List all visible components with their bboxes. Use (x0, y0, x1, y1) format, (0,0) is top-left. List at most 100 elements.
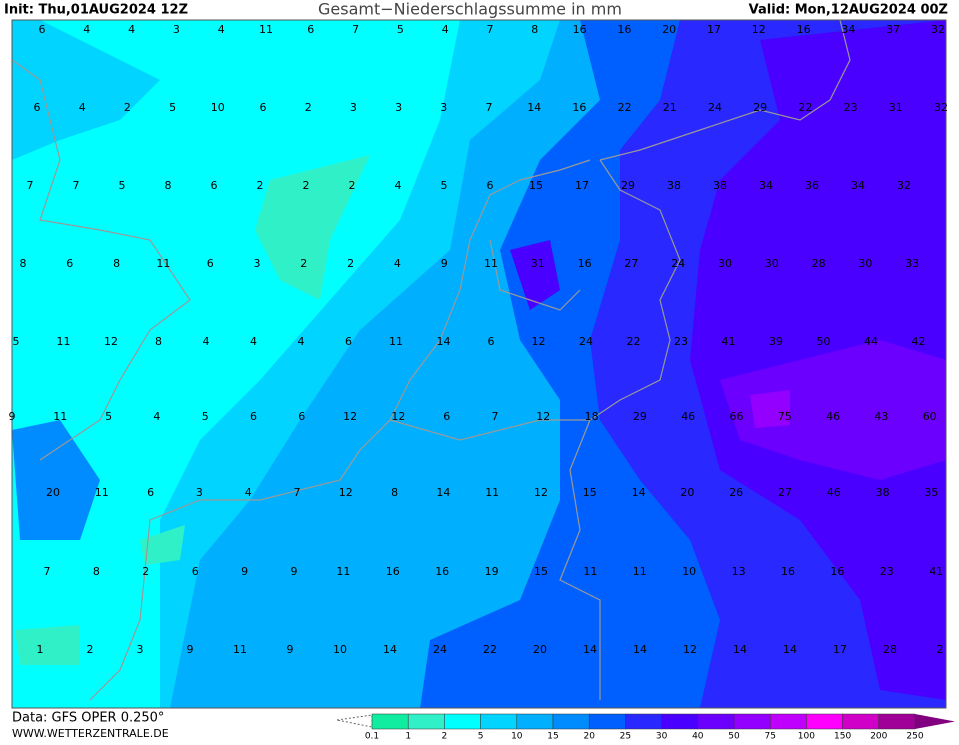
precip-value: 24 (579, 335, 593, 348)
precip-value: 7 (73, 179, 80, 192)
precip-value: 3 (254, 257, 261, 270)
precip-value: 6 (345, 335, 352, 348)
precip-value: 8 (113, 257, 120, 270)
legend-swatch (516, 713, 554, 730)
legend-swatch (842, 713, 880, 730)
precip-value: 5 (202, 410, 209, 423)
precip-value: 16 (830, 565, 844, 578)
precip-value: 14 (783, 643, 797, 656)
precip-value: 21 (663, 101, 677, 114)
legend-label: 0.1 (365, 732, 379, 742)
precip-value: 6 (487, 179, 494, 192)
precip-value: 31 (531, 257, 545, 270)
precip-value: 8 (391, 486, 398, 499)
precip-value: 8 (155, 335, 162, 348)
precip-value: 28 (812, 257, 826, 270)
legend-swatch (769, 713, 807, 730)
legend-label: 5 (478, 732, 484, 742)
precip-value: 38 (667, 179, 681, 192)
title: Gesamt−Niederschlagssumme in mm (318, 0, 622, 19)
precip-value: 5 (119, 179, 126, 192)
precip-value: 14 (632, 486, 646, 499)
map: 6 4 4 3 4 11 6 7 5 4 7 8 16 16 20 17 12 16 34 37 326 4 2 5 10 6 2 3… (9, 19, 948, 709)
precip-value: 22 (483, 643, 497, 656)
precip-value: 38 (876, 486, 890, 499)
precip-value: 12 (752, 23, 766, 36)
legend-label: 2 (442, 732, 448, 742)
precip-value: 23 (880, 565, 894, 578)
precip-value: 34 (759, 179, 773, 192)
legend-swatch (625, 713, 662, 730)
precip-value: 42 (912, 335, 926, 348)
precip-value: 8 (531, 23, 538, 36)
precip-value: 41 (722, 335, 736, 348)
legend-label: 100 (798, 732, 815, 742)
legend-arrow (915, 714, 955, 729)
precip-value: 3 (196, 486, 203, 499)
legend-swatch (444, 713, 481, 730)
precip-value: 12 (534, 486, 548, 499)
precip-value: 22 (618, 101, 632, 114)
precip-value: 6 (39, 23, 46, 36)
precip-value: 7 (487, 23, 494, 36)
field-zone (510, 240, 560, 310)
precip-value: 30 (718, 257, 732, 270)
precip-value: 4 (218, 23, 225, 36)
legend-label: 200 (870, 732, 887, 742)
map-frame (11, 19, 947, 709)
precip-value: 4 (203, 335, 210, 348)
precip-value: 75 (778, 410, 792, 423)
precip-value: 12 (339, 486, 353, 499)
precip-value: 16 (781, 565, 795, 578)
field-zone (15, 525, 185, 665)
precip-value: 2 (87, 643, 94, 656)
precip-value: 4 (395, 179, 402, 192)
precip-value: 6 (66, 257, 73, 270)
precip-value: 9 (241, 565, 248, 578)
legend-swatch (806, 713, 843, 730)
precip-value: 14 (527, 101, 541, 114)
precip-value: 14 (583, 643, 597, 656)
field-zone (12, 420, 100, 540)
precip-value: 9 (287, 643, 294, 656)
legend-label: 1 (405, 732, 411, 742)
precip-value: 5 (105, 410, 112, 423)
precip-value: 38 (713, 179, 727, 192)
precip-value: 16 (617, 23, 631, 36)
precip-value: 32 (931, 23, 945, 36)
precip-value: 14 (383, 643, 397, 656)
legend-label: 10 (511, 732, 523, 742)
precip-value: 11 (57, 335, 71, 348)
precip-value: 11 (156, 257, 170, 270)
precip-value: 50 (817, 335, 831, 348)
data-source: Data: GFS OPER 0.250° (12, 711, 164, 726)
precip-value: 14 (633, 643, 647, 656)
precip-value: 12 (343, 410, 357, 423)
field-zone (255, 155, 370, 300)
precip-value: 24 (433, 643, 447, 656)
precip-value: 7 (492, 410, 499, 423)
legend-label: 30 (656, 732, 668, 742)
precip-value: 10 (333, 643, 347, 656)
precip-value: 6 (147, 486, 154, 499)
precip-value: 6 (298, 410, 305, 423)
precip-value: 18 (585, 410, 599, 423)
precip-value: 12 (104, 335, 118, 348)
precip-value: 5 (397, 23, 404, 36)
precip-value: 11 (485, 486, 499, 499)
legend-label: 20 (583, 732, 595, 742)
precip-value: 34 (841, 23, 855, 36)
precip-value: 8 (165, 179, 172, 192)
precip-value: 6 (260, 101, 267, 114)
precip-value: 11 (633, 565, 647, 578)
precip-value: 2 (124, 101, 131, 114)
precip-value: 6 (207, 257, 214, 270)
legend-swatch (661, 713, 699, 730)
precip-value: 1 (37, 643, 44, 656)
precip-value: 32 (934, 101, 948, 114)
precip-value: 23 (844, 101, 858, 114)
precip-value: 60 (923, 410, 937, 423)
legend-swatch (878, 713, 916, 730)
legend-swatch (552, 713, 590, 730)
